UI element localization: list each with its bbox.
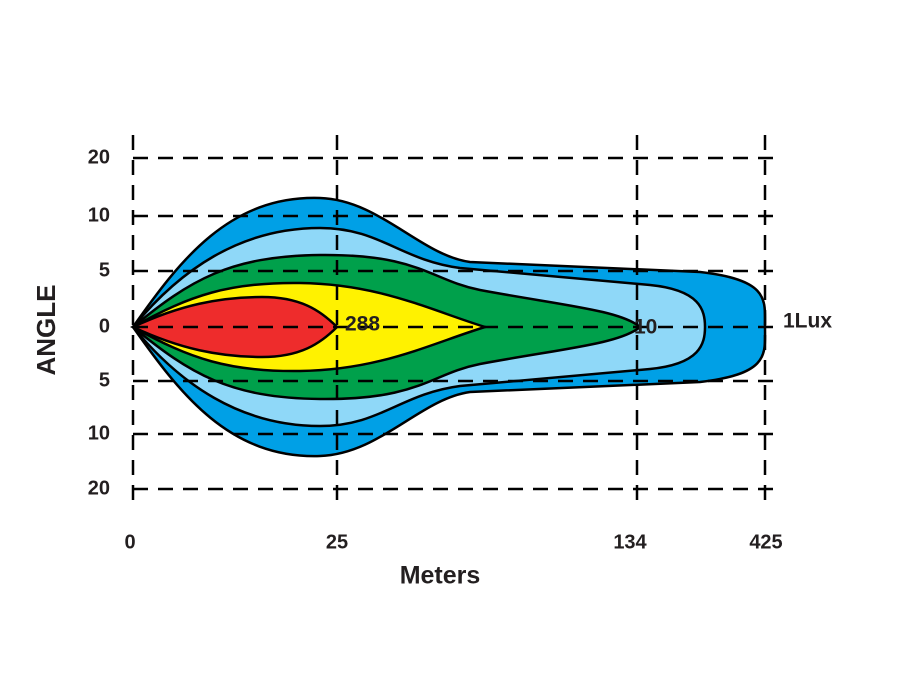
annotation: 288 xyxy=(345,313,380,336)
y-label: 10 xyxy=(88,422,110,444)
y-label: 5 xyxy=(99,369,110,391)
x-axis-title: Meters xyxy=(400,562,481,590)
x-label: 425 xyxy=(749,531,782,553)
annotation: 1Lux xyxy=(783,310,832,333)
grid xyxy=(131,135,780,508)
x-label: 134 xyxy=(613,531,647,553)
y-label: 10 xyxy=(88,204,110,226)
x-label: 25 xyxy=(326,531,348,553)
annotation: 10 xyxy=(634,316,657,339)
x-label: 0 xyxy=(124,531,135,553)
y-label: 20 xyxy=(88,477,110,499)
y-label: 0 xyxy=(99,315,110,337)
y-label: 20 xyxy=(88,146,110,168)
y-label: 5 xyxy=(99,259,110,281)
y-axis-title: ANGLE xyxy=(31,285,61,376)
